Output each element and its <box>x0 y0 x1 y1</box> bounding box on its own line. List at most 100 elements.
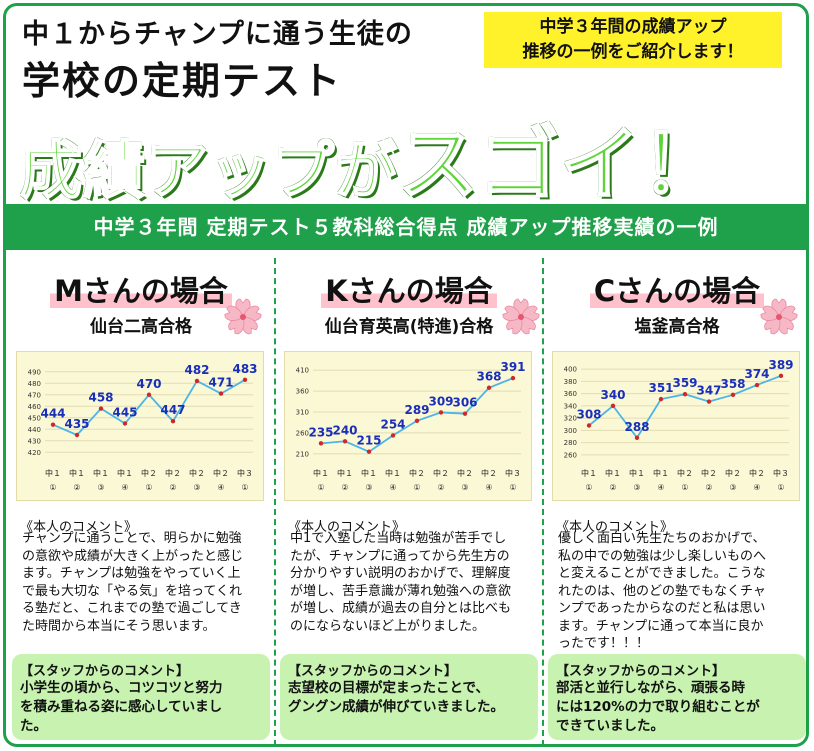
x-tick-label: ① <box>241 483 248 492</box>
y-tick-label: 380 <box>564 378 577 386</box>
x-tick-label: ② <box>705 483 712 492</box>
y-tick-label: 280 <box>564 439 577 447</box>
x-tick-label: 中１ <box>605 468 621 478</box>
x-tick-label: 中２ <box>481 468 497 478</box>
headline-line1: 中１からチャンプに通う生徒の <box>22 19 413 50</box>
data-label: 482 <box>184 363 209 377</box>
data-point <box>98 406 104 411</box>
data-label: 351 <box>648 381 673 395</box>
note-line2: 推移の一例をご紹介します！ <box>522 42 744 62</box>
x-tick-label: ③ <box>365 483 372 492</box>
data-label: 389 <box>768 358 793 372</box>
staff-comment: 小学生の頃から、コツコツと努力 を積み重ねる姿に感心していまし た。 <box>20 680 223 734</box>
y-tick-label: 360 <box>564 390 577 398</box>
score-chart: 260 280 300 320 340 360 380 400 308 中１ ① 340 中１ ② 288 中… <box>552 351 800 501</box>
x-tick-label: 中１ <box>93 468 109 478</box>
data-point <box>122 421 128 426</box>
x-tick-label: ④ <box>657 483 664 492</box>
y-tick-label: 490 <box>28 368 41 376</box>
x-tick-label: ④ <box>753 483 760 492</box>
x-tick-label: ① <box>49 483 56 492</box>
data-label: 471 <box>208 376 233 390</box>
data-label: 445 <box>112 406 137 420</box>
data-label: 458 <box>88 391 113 405</box>
student-column-m: Mさんの場合 仙台二高合格 420 430 440 450 460 470 480 490 44… <box>10 256 272 744</box>
data-label: 391 <box>500 360 525 374</box>
student-comment: 中1で入塾した当時は勉強が苦手でし たが、チャンプに通ってから先生方の 分かりやすい… <box>290 531 512 634</box>
student-column-k: Kさんの場合 仙台育英高(特進)合格 210 260 310 360 410 235 中１ ①… <box>278 256 540 744</box>
note-line1: 中学３年間の成績アップ <box>539 17 727 37</box>
y-tick-label: 440 <box>28 426 41 434</box>
slogan-part1: 成績アップが <box>19 133 399 208</box>
x-tick-label: ③ <box>633 483 640 492</box>
headline-line2: 学校の定期テスト <box>22 59 343 103</box>
x-tick-label: ③ <box>193 483 200 492</box>
x-tick-label: 中２ <box>701 468 717 478</box>
x-tick-label: 中１ <box>45 468 61 478</box>
data-label: 435 <box>64 417 89 431</box>
score-chart: 210 260 310 360 410 235 中１ ① 240 中１ ② 215 中１ ③ 254 中１ ④ 2… <box>284 351 532 501</box>
x-tick-label: 中３ <box>773 468 789 478</box>
data-point <box>318 441 324 446</box>
y-tick-label: 320 <box>564 415 577 423</box>
student-comment: 優しく面白い先生たちのおかげで、 私の中での勉強は少し楽しいものへ と変えることがで… <box>558 531 767 651</box>
data-label: 374 <box>744 367 769 381</box>
y-tick-label: 410 <box>296 367 309 375</box>
student-title: Kさんの場合 <box>278 268 540 310</box>
sakura-icon <box>502 298 540 335</box>
x-tick-label: 中２ <box>433 468 449 478</box>
data-point <box>462 411 468 416</box>
x-tick-label: 中２ <box>141 468 157 478</box>
data-point <box>438 410 444 415</box>
data-label: 215 <box>356 434 381 448</box>
x-tick-label: ④ <box>485 483 492 492</box>
x-tick-label: 中２ <box>749 468 765 478</box>
sakura-icon <box>224 298 262 335</box>
x-tick-label: ① <box>413 483 420 492</box>
y-tick-label: 480 <box>28 380 41 388</box>
big-slogan: 成績アップがスゴイ！ <box>19 100 723 216</box>
x-tick-label: 中２ <box>457 468 473 478</box>
y-tick-label: 310 <box>296 409 309 417</box>
data-point <box>778 373 784 379</box>
data-point <box>218 391 224 396</box>
x-tick-label: 中２ <box>189 468 205 478</box>
slogan-part2: スゴイ！ <box>397 117 723 212</box>
data-label: 470 <box>136 377 161 391</box>
x-tick-label: 中２ <box>677 468 693 478</box>
y-tick-label: 430 <box>28 437 41 445</box>
x-tick-label: 中１ <box>117 468 133 478</box>
y-tick-label: 450 <box>28 414 41 422</box>
data-label: 288 <box>624 420 649 434</box>
data-point <box>194 378 200 384</box>
x-tick-label: ③ <box>461 483 468 492</box>
student-column-c: Cさんの場合 塩釜高合格 260 280 300 320 340 360 380 400 308… <box>546 256 806 744</box>
data-point <box>586 423 592 428</box>
data-point <box>610 403 616 409</box>
data-point <box>170 419 176 424</box>
school-result: 塩釜高合格 <box>634 317 720 337</box>
data-point <box>342 439 348 444</box>
data-point <box>730 392 736 398</box>
x-tick-label: 中１ <box>69 468 85 478</box>
data-label: 359 <box>672 376 697 390</box>
data-label: 340 <box>600 388 625 402</box>
y-tick-label: 210 <box>296 450 309 458</box>
x-tick-label: ③ <box>729 483 736 492</box>
y-tick-label: 260 <box>564 451 577 459</box>
data-point <box>50 422 56 427</box>
data-label: 289 <box>404 403 429 417</box>
x-tick-label: ① <box>681 483 688 492</box>
x-tick-label: ① <box>509 483 516 492</box>
x-tick-label: 中１ <box>581 468 597 478</box>
data-point <box>658 396 664 402</box>
column-divider <box>542 258 544 744</box>
y-tick-label: 340 <box>564 402 577 410</box>
x-tick-label: 中１ <box>629 468 645 478</box>
highlight-note: 中学３年間の成績アップ 推移の一例をご紹介します！ <box>484 12 782 68</box>
staff-comment: 部活と並行しながら、頑張る時 には120%の力で取り組むことが できていました。 <box>556 680 760 734</box>
x-tick-label: 中１ <box>313 468 329 478</box>
data-point <box>634 435 640 440</box>
data-label: 368 <box>476 370 501 384</box>
y-tick-label: 400 <box>564 366 577 374</box>
